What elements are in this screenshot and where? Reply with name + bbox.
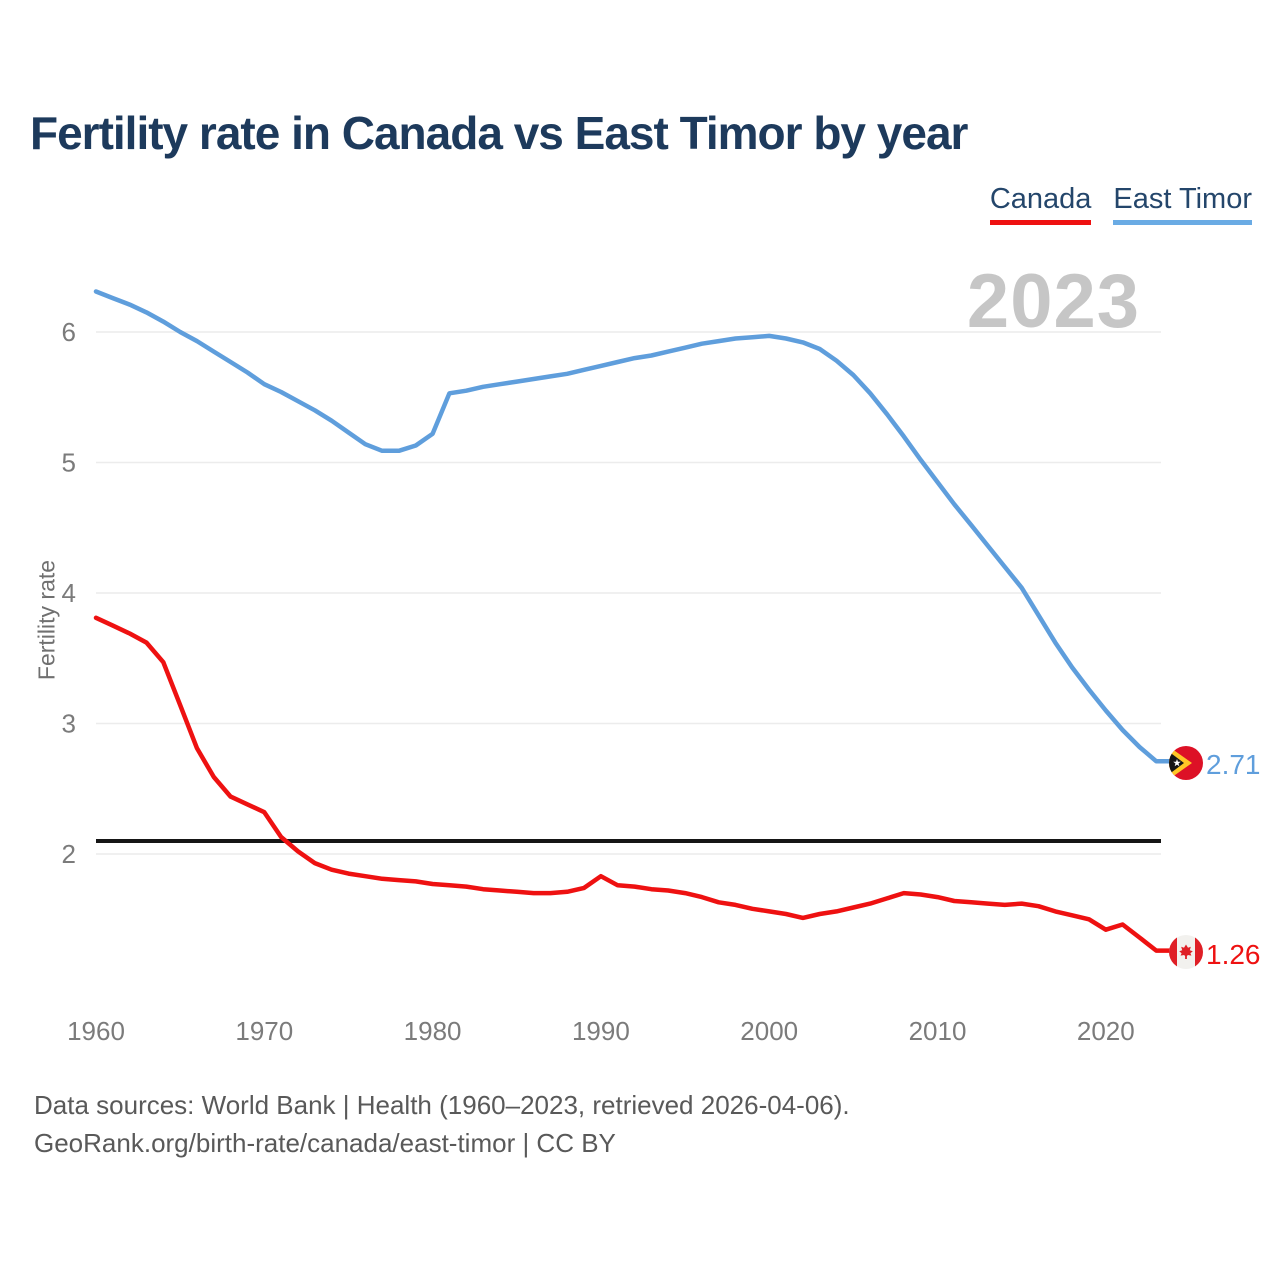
x-tick-label-1980: 1980 [404,1016,462,1046]
canada-flag-icon [1168,934,1204,970]
legend: Canada East Timor [989,183,1252,225]
y-tick-label-5: 5 [62,448,76,478]
footer-attribution-line: GeoRank.org/birth-rate/canada/east-timor… [34,1128,616,1158]
footer-sources-line: Data sources: World Bank | Health (1960–… [34,1090,850,1120]
y-tick-label-2: 2 [62,839,76,869]
x-tick-label-2010: 2010 [909,1016,967,1046]
legend-item-east-timor[interactable]: East Timor [1113,183,1252,225]
east-timor-flag-icon [1168,745,1204,781]
legend-item-canada[interactable]: Canada [989,183,1092,225]
x-tick-label-1990: 1990 [572,1016,630,1046]
east-timor-end-value: 2.71 [1206,749,1261,780]
canada-line [93,615,1172,953]
canada-end-value: 1.26 [1206,939,1261,970]
footer: Data sources: World Bank | Health (1960–… [34,1086,850,1162]
y-tick-label-4: 4 [62,578,76,608]
year-watermark: 2023 [966,259,1140,344]
x-tick-label-1970: 1970 [235,1016,293,1046]
x-tick-label-1960: 1960 [67,1016,125,1046]
x-tick-label-2020: 2020 [1077,1016,1135,1046]
chart-title: Fertility rate in Canada vs East Timor b… [30,107,968,159]
east-timor-line [93,289,1172,764]
line-chart-plot-area: 2 3 4 5 6 1960 1970 1980 1990 2000 2010 2020 [62,289,1172,1046]
y-tick-label-6: 6 [62,317,76,347]
x-tick-label-2000: 2000 [740,1016,798,1046]
y-tick-label-3: 3 [62,709,76,739]
